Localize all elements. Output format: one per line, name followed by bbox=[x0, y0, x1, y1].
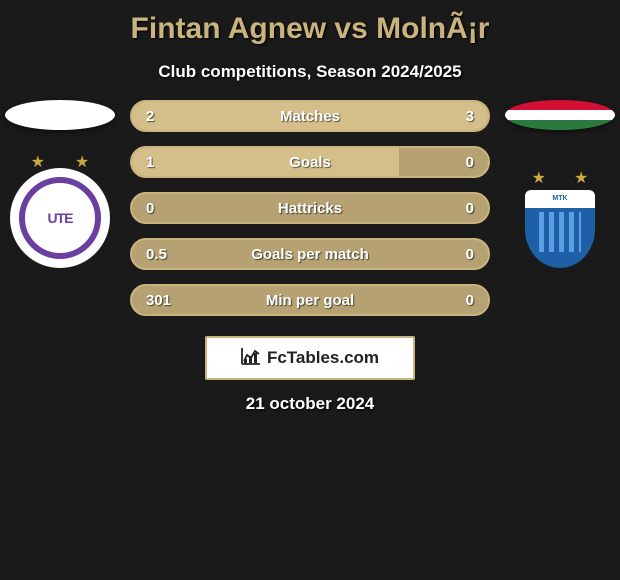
club-left-label: UTE bbox=[48, 210, 73, 226]
stat-label: Goals bbox=[289, 154, 331, 171]
subtitle: Club competitions, Season 2024/2025 bbox=[0, 62, 620, 82]
stat-label: Hattricks bbox=[278, 200, 342, 217]
stats-column: 2 Matches 3 1 Goals 0 0 Hattricks 0 bbox=[120, 100, 500, 330]
comparison-card: Fintan Agnew vs MolnÃ¡r Club competition… bbox=[0, 0, 620, 426]
stat-value-right: 0 bbox=[466, 292, 474, 309]
stat-value-left: 1 bbox=[146, 154, 154, 171]
club-right-shield: MTK bbox=[525, 190, 595, 268]
stat-value-right: 0 bbox=[466, 246, 474, 263]
player-left-column: ★★ UTE bbox=[0, 100, 120, 268]
brand-label: FcTables.com bbox=[267, 348, 379, 368]
club-badge-left: ★★ UTE bbox=[10, 168, 110, 268]
stat-value-right: 0 bbox=[466, 200, 474, 217]
stat-bar-min-per-goal: 301 Min per goal 0 bbox=[130, 284, 490, 316]
club-left-ring: UTE bbox=[19, 177, 101, 259]
stat-value-left: 301 bbox=[146, 292, 171, 309]
main-row: ★★ UTE 2 Matches 3 1 Goals 0 bbox=[0, 100, 620, 330]
stat-bar-goals: 1 Goals 0 bbox=[130, 146, 490, 178]
flag-left bbox=[5, 100, 115, 130]
stat-label: Min per goal bbox=[266, 292, 354, 309]
page-title: Fintan Agnew vs MolnÃ¡r bbox=[0, 12, 620, 46]
club-right-stripes bbox=[539, 212, 581, 252]
player-right-column: ★★ MTK bbox=[500, 100, 620, 268]
date-label: 21 october 2024 bbox=[0, 394, 620, 414]
stat-label: Matches bbox=[280, 108, 340, 125]
stat-value-left: 0.5 bbox=[146, 246, 167, 263]
stat-value-left: 0 bbox=[146, 200, 154, 217]
chart-icon bbox=[241, 347, 261, 370]
stat-label: Goals per match bbox=[251, 246, 369, 263]
club-right-stars: ★★ bbox=[532, 168, 589, 188]
stat-value-right: 0 bbox=[466, 154, 474, 171]
stat-bar-hattricks: 0 Hattricks 0 bbox=[130, 192, 490, 224]
stat-bar-matches: 2 Matches 3 bbox=[130, 100, 490, 132]
stat-value-right: 3 bbox=[466, 108, 474, 125]
stat-value-left: 2 bbox=[146, 108, 154, 125]
club-left-stars: ★★ bbox=[31, 152, 90, 172]
club-badge-right: ★★ MTK bbox=[510, 168, 610, 268]
brand-box[interactable]: FcTables.com bbox=[205, 336, 415, 380]
stat-fill-left bbox=[132, 148, 399, 176]
flag-right bbox=[505, 100, 615, 130]
stat-bar-goals-per-match: 0.5 Goals per match 0 bbox=[130, 238, 490, 270]
club-right-label: MTK bbox=[525, 190, 595, 208]
